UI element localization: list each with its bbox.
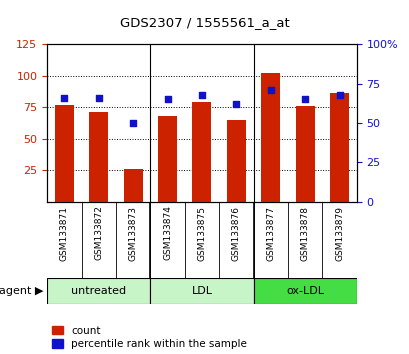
Text: GSM133878: GSM133878: [300, 206, 309, 261]
Text: GSM133876: GSM133876: [231, 206, 240, 261]
Point: [232, 101, 239, 107]
Bar: [89, 112, 108, 202]
Text: GDS2307 / 1555561_a_at: GDS2307 / 1555561_a_at: [120, 16, 289, 29]
Text: GSM133875: GSM133875: [197, 206, 206, 261]
Text: GSM133872: GSM133872: [94, 206, 103, 261]
Bar: [124, 169, 142, 202]
Bar: [261, 73, 279, 202]
Bar: [158, 116, 177, 202]
Text: GSM133871: GSM133871: [60, 206, 69, 261]
Bar: [295, 106, 314, 202]
Bar: [150, 278, 253, 304]
Legend: count, percentile rank within the sample: count, percentile rank within the sample: [52, 326, 246, 349]
Text: ox-LDL: ox-LDL: [285, 286, 324, 296]
Text: GSM133873: GSM133873: [128, 206, 137, 261]
Text: GSM133879: GSM133879: [334, 206, 343, 261]
Point: [130, 120, 136, 126]
Text: agent ▶: agent ▶: [0, 286, 43, 296]
Point: [301, 97, 308, 102]
Text: GSM133877: GSM133877: [265, 206, 274, 261]
Point: [164, 97, 171, 102]
Bar: [55, 105, 74, 202]
Bar: [192, 102, 211, 202]
Text: GSM133874: GSM133874: [163, 206, 172, 261]
Text: LDL: LDL: [191, 286, 212, 296]
Point: [335, 92, 342, 97]
Bar: [226, 120, 245, 202]
Point: [198, 92, 204, 97]
Text: untreated: untreated: [71, 286, 126, 296]
Point: [267, 87, 273, 93]
Bar: [253, 278, 356, 304]
Point: [61, 95, 67, 101]
Point: [95, 95, 102, 101]
Bar: [329, 93, 348, 202]
Bar: [47, 278, 150, 304]
